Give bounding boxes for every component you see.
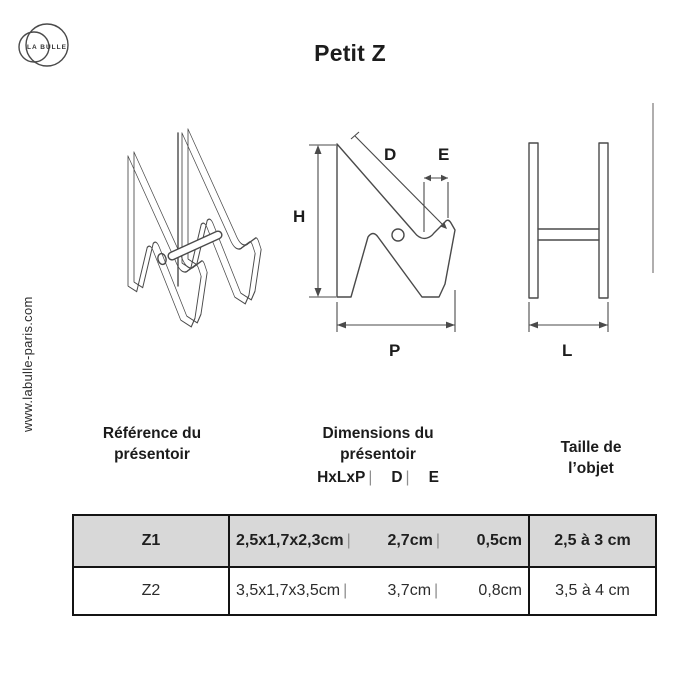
page-title: Petit Z xyxy=(314,40,386,66)
logo-text: LA BULLE xyxy=(27,44,67,51)
z-stand-side-profile xyxy=(336,143,456,298)
label-e: E xyxy=(438,145,449,164)
pipe-divider: | xyxy=(405,468,410,486)
column-header-dimensions-subtitle: HxLxP | D | E xyxy=(293,468,463,489)
cell-taille-z2: 3,5 à 4 cm xyxy=(528,566,657,616)
side-profile-drawing: H D E P xyxy=(293,131,456,360)
label-l: L xyxy=(562,341,572,360)
label-d: D xyxy=(384,145,396,164)
cell-ref-z1: Z1 xyxy=(72,514,230,568)
cell-ref-z2: Z2 xyxy=(72,566,230,616)
dimension-p: P xyxy=(336,290,456,360)
column-header-dimensions: Dimensions du présentoir HxLxP | D | E xyxy=(293,424,463,489)
cell-dims-z1: 2,5x1,7x2,3cm | 2,7cm | 0,5cm xyxy=(228,514,530,568)
cell-taille-z1: 2,5 à 3 cm xyxy=(528,514,657,568)
logo-bubble-small-icon xyxy=(18,31,50,63)
label-h: H xyxy=(293,207,305,226)
profile-hole xyxy=(391,228,405,242)
front-view-drawing: L xyxy=(528,142,609,360)
dimension-e: E xyxy=(423,145,449,232)
dimension-h: H xyxy=(293,144,336,298)
connecting-rod xyxy=(168,231,222,260)
vertical-divider-rule xyxy=(652,103,654,273)
cell-dims-z2: 3,5x1,7x3,5cm | 3,7cm | 0,8cm xyxy=(228,566,530,616)
column-header-dimensions-title: Dimensions du présentoir xyxy=(322,425,434,463)
rod-hole xyxy=(157,252,167,266)
value-d: 2,7cm xyxy=(387,532,433,549)
z-stand-3d-wireframe xyxy=(127,128,262,328)
value-hxlxp: 3,5x1,7x3,5cm xyxy=(236,582,341,599)
isometric-view-drawing xyxy=(127,128,262,328)
column-header-taille: Taille de l’objet xyxy=(560,439,622,477)
la-bulle-logo: LA BULLE xyxy=(18,23,69,67)
z-stand-front-view xyxy=(528,142,609,299)
table-row: Z2 3,5x1,7x3,5cm | 3,7cm | 0,8cm 3,5 à 4 c… xyxy=(72,566,657,616)
label-p: P xyxy=(389,341,400,360)
subheader-d: D xyxy=(391,468,403,486)
logo-bubble-large-icon xyxy=(25,23,69,67)
value-hxlxp: 2,5x1,7x2,3cm xyxy=(236,532,344,549)
column-header-reference: Référence du présentoir xyxy=(102,425,202,463)
left-plate-edge xyxy=(528,142,539,299)
pipe-divider: | xyxy=(434,582,439,599)
subheader-e: E xyxy=(428,468,439,486)
pipe-divider: | xyxy=(343,582,348,599)
subheader-hxlxp: HxLxP xyxy=(317,468,366,486)
website-url: www.labulle-paris.com xyxy=(20,296,35,432)
dimension-l: L xyxy=(528,302,609,360)
right-plate-edge xyxy=(598,142,609,299)
value-e: 0,5cm xyxy=(476,532,522,549)
pipe-divider: | xyxy=(346,532,351,549)
spec-table: Z1 2,5x1,7x2,3cm | 2,7cm | 0,5cm 2,5 à 3 c… xyxy=(72,514,657,616)
table-row: Z1 2,5x1,7x2,3cm | 2,7cm | 0,5cm 2,5 à 3 c… xyxy=(72,514,657,568)
pipe-divider: | xyxy=(368,468,373,486)
dimension-d: D xyxy=(350,131,447,229)
value-d: 3,7cm xyxy=(387,582,432,599)
pipe-divider: | xyxy=(435,532,440,549)
value-e: 0,8cm xyxy=(478,582,522,599)
